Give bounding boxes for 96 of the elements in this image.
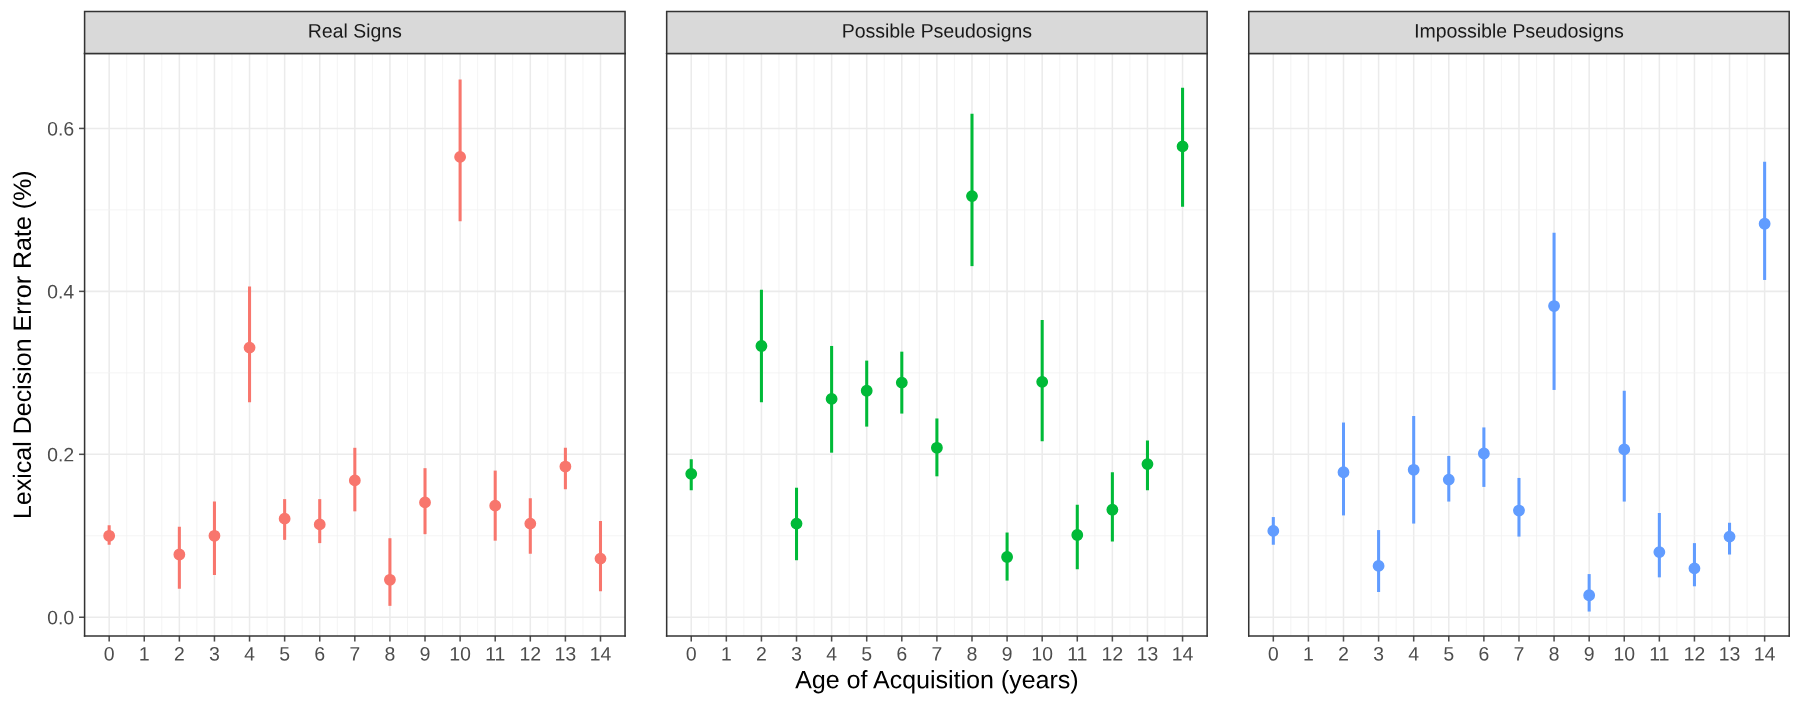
point: [966, 190, 978, 202]
x-tick-label: 12: [520, 646, 541, 661]
point: [1477, 447, 1490, 460]
x-tick-label: 13: [1720, 646, 1740, 661]
point: [1141, 458, 1154, 470]
x-tick-label: 3: [791, 646, 802, 661]
x-tick-label: 14: [591, 647, 611, 661]
point: [895, 376, 908, 389]
point: [1267, 524, 1280, 537]
point: [1001, 551, 1013, 563]
y-axis-title: Lexical Decision Error Rate (%): [12, 171, 37, 518]
x-tick-label: 9: [1002, 646, 1012, 661]
x-tick-label: 7: [932, 647, 942, 661]
x-tick-label: 8: [385, 646, 395, 661]
x-tick-label: 10: [1614, 646, 1635, 661]
point: [790, 517, 803, 530]
point: [243, 341, 256, 354]
x-tick-label: 10: [450, 646, 471, 661]
point: [489, 499, 502, 512]
x-axis-title: Age of Acquisition (years): [795, 670, 1078, 694]
point: [755, 340, 768, 352]
point: [1583, 589, 1596, 602]
x-tick-label: 2: [1339, 646, 1348, 661]
x-tick-label: 0: [1268, 646, 1278, 661]
point: [384, 573, 396, 586]
point: [278, 512, 291, 525]
point: [1176, 140, 1189, 153]
point: [103, 529, 116, 542]
x-tick-label: 8: [967, 646, 977, 661]
x-tick-label: 12: [1103, 646, 1123, 661]
point: [1337, 466, 1350, 479]
point: [208, 529, 221, 542]
point: [685, 467, 698, 480]
x-tick-label: 3: [209, 646, 219, 661]
point: [594, 552, 607, 565]
x-tick-label: 11: [486, 647, 505, 661]
x-tick-label: 14: [1173, 647, 1193, 661]
x-tick-label: 7: [1514, 647, 1524, 661]
x-tick-label: 11: [1650, 647, 1669, 661]
x-tick-label: 5: [1444, 647, 1454, 661]
x-tick-label: 7: [350, 647, 360, 661]
point: [1071, 529, 1084, 541]
y-tick-label: 0.0: [47, 610, 74, 625]
x-tick-label: 9: [1584, 646, 1594, 661]
point: [1618, 443, 1631, 456]
x-tick-label: 13: [1138, 646, 1158, 661]
point: [825, 393, 838, 405]
x-tick-label: 3: [1373, 646, 1384, 661]
point: [419, 496, 431, 509]
point: [1036, 375, 1049, 388]
x-tick-label: 0: [686, 646, 696, 661]
x-tick-label: 1: [722, 647, 731, 661]
x-tick-label: 0: [104, 646, 114, 661]
x-tick-label: 11: [1068, 647, 1087, 661]
x-tick-label: 13: [556, 646, 576, 661]
point: [1653, 546, 1666, 558]
point: [1442, 473, 1455, 486]
point: [860, 384, 873, 397]
point: [559, 460, 572, 473]
point: [313, 518, 326, 531]
point: [930, 441, 943, 454]
x-tick-label: 2: [174, 646, 184, 661]
point: [1688, 562, 1701, 575]
point: [1372, 560, 1385, 572]
chart-title: Impossible Pseudosigns: [1415, 23, 1624, 42]
y-tick-label: 0.6: [47, 121, 74, 136]
x-tick-label: 5: [280, 647, 290, 661]
x-tick-label: 12: [1685, 646, 1705, 661]
x-tick-label: 6: [897, 646, 907, 661]
point: [1723, 530, 1736, 543]
x-tick-label: 5: [862, 647, 872, 661]
y-tick-label: 0.4: [47, 284, 74, 299]
point: [1513, 504, 1525, 517]
point: [1758, 217, 1771, 230]
x-tick-label: 9: [420, 646, 430, 661]
x-tick-label: 4: [244, 647, 255, 661]
x-tick-label: 6: [1479, 646, 1489, 661]
x-tick-label: 6: [315, 646, 325, 661]
x-tick-label: 8: [1549, 646, 1559, 661]
x-tick-label: 2: [757, 646, 766, 661]
point: [1407, 463, 1420, 476]
x-tick-label: 10: [1032, 646, 1053, 661]
x-tick-label: 14: [1755, 647, 1775, 661]
point: [1106, 503, 1119, 516]
x-tick-label: 1: [1304, 647, 1313, 661]
point: [454, 151, 467, 163]
chart-title: Real Signs: [309, 23, 402, 42]
chart-title: Possible Pseudosigns: [843, 23, 1032, 42]
point: [524, 517, 537, 530]
x-tick-label: 4: [826, 647, 837, 661]
x-tick-label: 1: [140, 647, 149, 661]
y-tick-label: 0.2: [47, 447, 74, 462]
point: [1548, 300, 1560, 312]
point: [348, 474, 361, 487]
x-tick-label: 4: [1408, 647, 1419, 661]
point: [173, 548, 186, 561]
